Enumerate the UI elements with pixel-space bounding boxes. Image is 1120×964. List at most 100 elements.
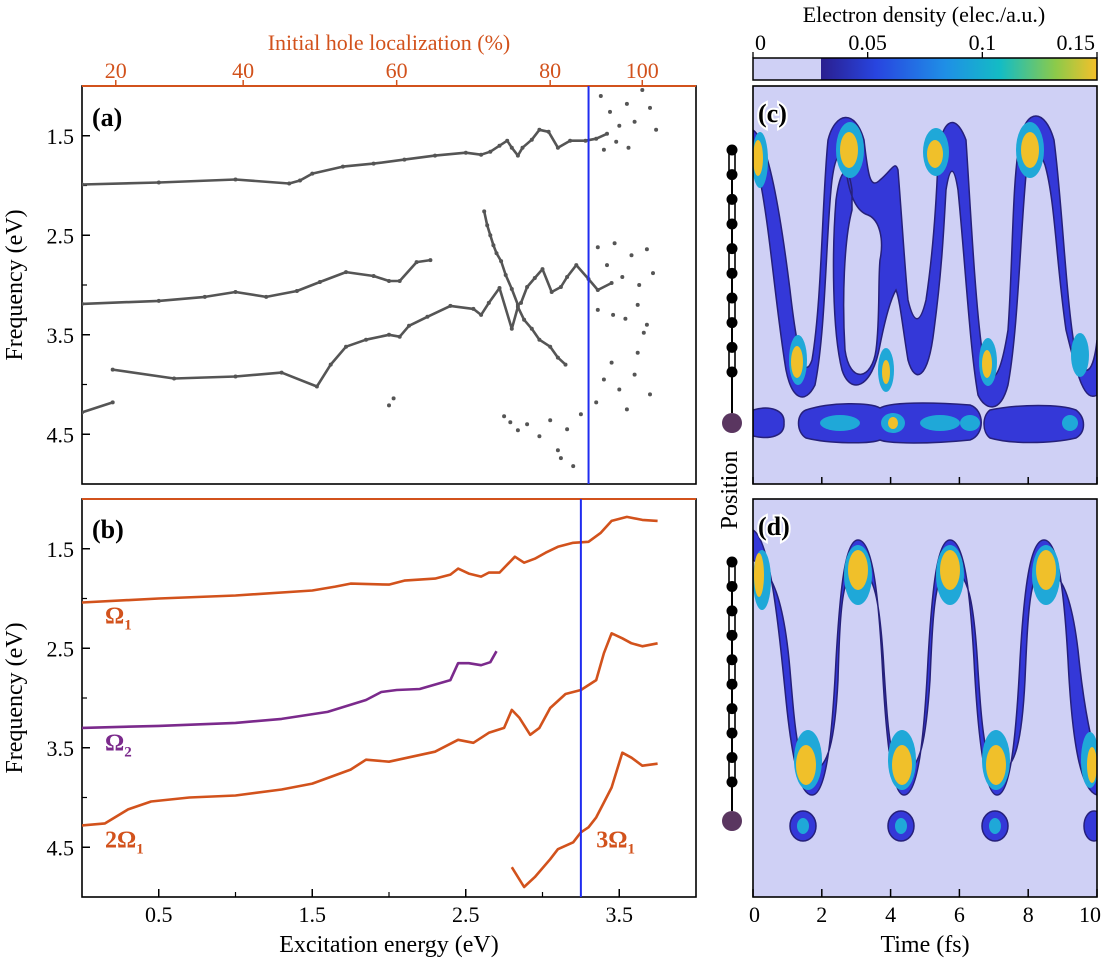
panel-d-frame (752, 498, 1098, 898)
panel-a-ytick-label: 1.5 (47, 124, 75, 149)
molecule-chain-d (722, 556, 742, 831)
panel-b-series-line (82, 632, 658, 827)
panel-c-label: (c) (758, 99, 787, 128)
panel-a-point (617, 123, 622, 128)
panel-a: Initial hole localization (%) 20 40 60 80 10… (2, 30, 697, 485)
panel-a-point (635, 302, 640, 307)
colorbar-tick-label: 0.1 (969, 30, 997, 55)
chain-atom (726, 292, 738, 304)
position-label: Position (717, 451, 743, 530)
panel-a-point (624, 407, 629, 412)
panel-a-point (644, 322, 649, 327)
panel-a-frame (81, 85, 697, 485)
panel-a-point (594, 400, 599, 405)
panel-a-point (624, 101, 629, 106)
panel-a-point (595, 307, 600, 312)
colorbar-tick-label: 0.15 (1057, 30, 1096, 55)
top-axis-tick-label: 60 (386, 58, 408, 83)
panel-a-point (558, 456, 563, 461)
panel-c-density-lower-band (753, 402, 1085, 444)
panel-d-xtick-label: 10 (1079, 902, 1101, 927)
panel-d: (d) 0 2 4 6 8 10 Time (fs) (749, 498, 1101, 958)
panel-a-series-line (112, 286, 567, 388)
panel-a-point (635, 350, 640, 355)
panel-a-point (654, 127, 659, 132)
colorbar-ticks: 0 0.05 0.1 0.15 (752, 30, 1098, 58)
panel-b-label: (b) (92, 515, 124, 544)
panel-d-xtick-label: 6 (954, 902, 965, 927)
panel-b-xtick-label: 0.5 (145, 902, 173, 927)
panel-a-point (644, 247, 649, 252)
panel-c-density (753, 115, 1097, 444)
colorbar: Electron density (elec./a.u.) 0 0.05 0.1 0.… (752, 2, 1098, 81)
panel-b-y-ticks: 1.5 2.5 3.5 4.5 (47, 537, 90, 860)
panel-d-xtick-label: 0 (749, 902, 760, 927)
colorbar-frame (752, 57, 1098, 81)
panel-a-series-line (82, 258, 431, 306)
chain-atom (726, 218, 738, 230)
panel-a-point (601, 377, 606, 382)
panel-a-point (629, 253, 634, 258)
panel-a-ytick-label: 2.5 (47, 223, 75, 248)
panel-a-y-ticks: 1.5 2.5 3.5 4.5 (47, 124, 90, 447)
panel-a-point (548, 418, 553, 423)
panel-a-point (611, 312, 616, 317)
series-annotation: Ω2 (105, 731, 132, 761)
panel-b-series-line (510, 751, 658, 889)
chain-atom (726, 243, 738, 255)
panel-a-point (571, 464, 576, 469)
chain-atom (726, 678, 738, 690)
series-annotation: 3Ω1 (596, 827, 635, 857)
colorbar-low-segment (753, 58, 821, 80)
panel-b-xtick-label: 3.5 (606, 902, 634, 927)
chain-atom (726, 169, 738, 181)
colorbar-tick-label: 0.05 (848, 30, 887, 55)
colorbar-gradient (821, 58, 1097, 80)
panel-c-frame (752, 85, 1098, 485)
chain-atom (726, 629, 738, 641)
series-annotation: Ω1 (105, 603, 132, 633)
panel-b-xlabel: Excitation energy (eV) (279, 932, 498, 958)
panel-a-point (609, 360, 614, 365)
panel-a-point (387, 403, 391, 408)
panel-b-ytick-label: 2.5 (47, 636, 75, 661)
panel-a-point (623, 316, 628, 321)
panel-a-point (640, 88, 645, 92)
panel-a-point (605, 263, 609, 268)
panel-a-point (614, 139, 619, 144)
panel-b-ytick-label: 1.5 (47, 537, 75, 562)
panel-a-point (578, 412, 583, 417)
top-axis-tick-label: 80 (539, 58, 561, 83)
panel-a-ytick-label: 3.5 (47, 323, 75, 348)
panel-c: (c) (752, 85, 1098, 485)
chain-atom (726, 703, 738, 715)
chain-atom (726, 144, 738, 156)
chain-terminal-atom (722, 811, 742, 831)
panel-a-point (502, 414, 507, 419)
colorbar-tick-label: 0 (755, 30, 766, 55)
panel-a-point (612, 241, 617, 246)
panel-d-density-outer (753, 529, 1097, 796)
panel-a-point (537, 434, 542, 439)
panel-d-xtick-label: 8 (1023, 902, 1034, 927)
panel-a-point (608, 109, 612, 114)
chain-atom (726, 267, 738, 279)
panel-a-point (651, 271, 655, 276)
panel-c-x-ticks (752, 477, 1098, 484)
panel-a-ylabel: Frequency (eV) (2, 209, 28, 360)
panel-d-xtick-label: 4 (885, 902, 896, 927)
top-axis-ticks: 20 40 60 80 100 (105, 58, 659, 86)
panel-a-point (601, 147, 606, 152)
chain-atom (726, 556, 738, 568)
panel-b-series-line (82, 515, 658, 604)
panel-a-point (595, 245, 600, 250)
panel-b-xtick-label: 2.5 (452, 902, 480, 927)
top-axis-tick-label: 100 (626, 58, 659, 83)
top-axis-tick-label: 40 (232, 58, 254, 83)
panel-d-x-ticks: 0 2 4 6 8 10 (749, 889, 1101, 927)
panel-a-series-line (82, 128, 608, 186)
panel-a-point (626, 145, 631, 150)
panel-d-density-high (754, 550, 1097, 785)
panel-b-ytick-label: 4.5 (47, 835, 75, 860)
panel-b-x-ticks: 0.5 1.5 2.5 3.5 (145, 889, 633, 927)
